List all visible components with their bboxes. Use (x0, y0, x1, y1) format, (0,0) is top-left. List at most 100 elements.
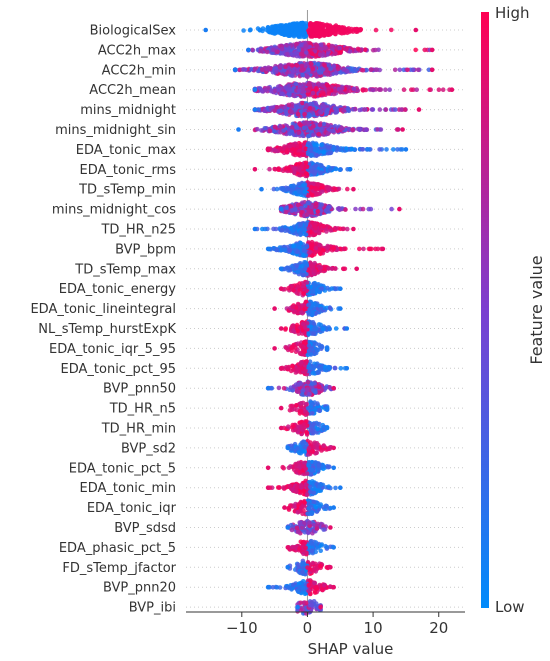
shap-dot (272, 124, 278, 130)
shap-dot (326, 63, 332, 68)
shap-dot (304, 321, 310, 326)
shap-dot (368, 206, 374, 212)
shap-dot (304, 411, 310, 417)
shap-dot (285, 365, 291, 371)
shap-dot (304, 43, 309, 48)
shap-dot (311, 132, 316, 138)
shap-dot (272, 108, 277, 114)
shap-dot (300, 263, 305, 269)
shap-dot (440, 87, 446, 92)
shap-dot (307, 347, 312, 353)
shap-dot (315, 209, 321, 214)
shap-dot (343, 246, 348, 251)
shap-dot (314, 153, 319, 158)
shap-dot (377, 107, 383, 112)
shap-dot (307, 30, 312, 36)
shap-dot (328, 228, 334, 233)
shap-dot (368, 67, 374, 72)
shap-dot (304, 212, 310, 217)
shap-dot (320, 67, 325, 72)
shap-dot (331, 385, 337, 391)
shap-dot (232, 67, 238, 73)
shap-dot (391, 147, 396, 152)
shap-dot (278, 63, 284, 68)
shap-dot (257, 28, 263, 33)
shap-dot (304, 171, 309, 177)
shap-dot (203, 27, 208, 33)
shap-dot (307, 391, 312, 397)
shap-dot (313, 53, 319, 58)
shap-dot (296, 189, 302, 194)
shap-dot (397, 206, 402, 212)
shap-dot (411, 67, 416, 73)
shap-dot (287, 22, 292, 28)
shap-dot (302, 112, 307, 117)
shap-dot (289, 345, 294, 350)
shap-dot (281, 187, 286, 193)
shap-dot (370, 87, 376, 93)
shap-dot (285, 186, 291, 191)
shap-dot (299, 68, 304, 73)
shap-dot (295, 269, 301, 275)
shap-dot (273, 28, 279, 34)
shap-dot (304, 74, 310, 79)
shap-dot (314, 25, 319, 30)
shap-dot (314, 190, 319, 196)
shap-dot (332, 186, 338, 192)
shap-dot (274, 49, 280, 54)
shap-dot (263, 87, 269, 93)
shap-dot (307, 82, 312, 88)
shap-dot (304, 401, 310, 407)
shap-dot (319, 202, 324, 207)
shap-dot (336, 66, 341, 71)
shap-dot (427, 87, 432, 92)
shap-dot (281, 247, 287, 253)
shap-dot (341, 108, 347, 113)
shap-dot (303, 368, 308, 374)
shap-dot (317, 82, 322, 87)
shap-dot (313, 100, 319, 106)
shap-dot (389, 206, 394, 212)
shap-dot (305, 200, 311, 206)
shap-dot (310, 370, 316, 376)
shap-dot (307, 106, 313, 111)
shap-dot (296, 167, 302, 173)
shap-dot (272, 346, 277, 351)
shap-dot (252, 107, 258, 112)
shap-dot (306, 226, 312, 231)
shap-dot (325, 72, 330, 77)
shap-dot (389, 27, 394, 33)
shap-dot (295, 284, 301, 290)
shap-dot (298, 408, 303, 414)
shap-dot (290, 69, 296, 74)
shap-dot (296, 130, 302, 136)
shap-dot (392, 67, 398, 73)
shap-dot (426, 67, 432, 73)
dots-layer (203, 20, 455, 616)
shap-dot (416, 107, 422, 112)
shap-dot (338, 366, 344, 371)
shap-dot (313, 221, 318, 226)
shap-dot (326, 25, 332, 31)
shap-dot (309, 61, 314, 67)
shap-dot (307, 250, 312, 255)
shap-dot (321, 91, 326, 97)
shap-dot (373, 27, 379, 33)
shap-dot (284, 149, 290, 155)
shap-dot (286, 286, 291, 291)
shap-dot (319, 42, 324, 47)
shap-dot (295, 328, 301, 334)
shap-dot (274, 186, 280, 192)
shap-dot (315, 401, 320, 406)
shap-dot (289, 63, 295, 68)
shap-dot (377, 147, 382, 152)
shap-dot (258, 48, 264, 53)
shap-dot (328, 31, 333, 36)
shap-dot (283, 326, 289, 331)
shap-dot (373, 67, 378, 72)
shap-dot (323, 32, 329, 37)
shap-dot (312, 71, 318, 77)
shap-dot (306, 310, 312, 316)
shap-dot (319, 343, 325, 349)
